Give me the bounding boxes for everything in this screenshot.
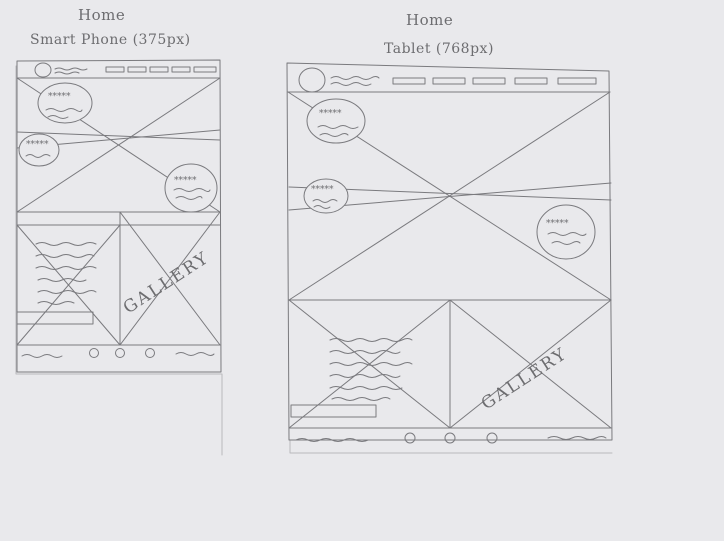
phone-testimonial-3 [164,163,218,213]
tablet-cta-button [290,404,377,418]
tablet-nav-item-3 [472,77,506,85]
tablet-frame [286,62,613,441]
tablet-brand-scribble [330,76,380,86]
phone-subtitle: Smart Phone (375px) [30,32,191,48]
tablet-nav-item-5 [557,77,597,85]
phone-logo-icon [34,62,52,78]
tablet-footer-scribble-right [547,436,607,440]
phone-content-section [16,211,221,346]
tablet-nav-item-1 [392,77,426,85]
tablet-testimonial-3 [536,204,596,260]
phone-cta-button [16,311,94,325]
tablet-social-icon-1 [404,432,416,444]
tablet-title: Home [406,11,454,29]
tablet-logo-icon [298,67,326,93]
tablet-footer [295,432,607,444]
phone-text-scribble [35,242,97,305]
phone-testimonial-1 [37,82,93,124]
phone-rating-2: ***** [26,140,49,150]
phone-gallery-label: GALLERY [120,248,213,318]
phone-social-icon-1 [89,348,99,358]
phone-page-edge [15,65,223,456]
tablet-rating-3: ***** [546,219,569,229]
tablet-testimonial-2 [303,178,349,214]
tablet-social-icon-2 [444,432,456,444]
tablet-footer-scribble-left [295,438,369,442]
phone-footer [21,348,215,358]
tablet-nav-item-4 [514,77,548,85]
phone-nav-item-5 [193,66,217,73]
phone-header [16,62,221,79]
tablet-testimonial-1 [306,98,366,144]
phone-wireframe [15,59,223,456]
phone-nav-item-1 [105,66,125,73]
tablet-content-section [288,299,612,429]
tablet-rating-2: ***** [311,185,334,195]
tablet-wireframe [286,62,613,454]
phone-testimonial-2 [18,133,60,167]
tablet-subtitle: Tablet (768px) [384,41,494,57]
phone-title: Home [78,6,126,24]
phone-footer-scribble-right [175,352,215,356]
phone-social-icon-2 [115,348,125,358]
phone-nav-item-3 [149,66,169,73]
tablet-text-scribble [329,338,413,401]
tablet-rating-1: ***** [319,109,342,119]
tablet-nav-item-2 [432,77,466,85]
phone-nav-item-4 [171,66,191,73]
phone-rating-1: ***** [48,92,71,102]
tablet-page-edge [289,440,613,454]
tablet-header [287,67,611,93]
phone-brand-scribble [54,67,88,75]
phone-nav-item-2 [127,66,147,73]
phone-social-icon-3 [145,348,155,358]
phone-frame [16,59,222,373]
phone-rating-3: ***** [174,176,197,186]
phone-footer-scribble-left [21,354,63,358]
tablet-gallery-label: GALLERY [478,344,571,414]
tablet-social-icon-3 [486,432,498,444]
